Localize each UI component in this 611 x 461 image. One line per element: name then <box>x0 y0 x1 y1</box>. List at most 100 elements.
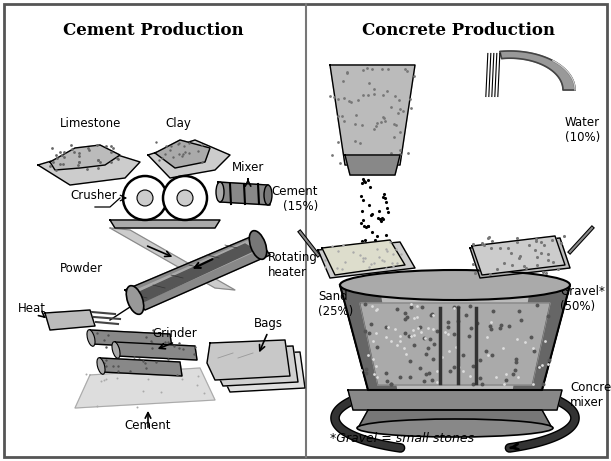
Text: Sand
(25%): Sand (25%) <box>318 290 353 318</box>
Point <box>503 245 513 252</box>
Point <box>185 149 194 157</box>
Point <box>158 154 167 162</box>
Point <box>520 338 530 346</box>
Point <box>51 152 61 159</box>
Point <box>433 378 442 386</box>
Point <box>423 325 433 332</box>
Point <box>452 344 461 351</box>
Text: Crusher: Crusher <box>70 189 117 201</box>
Point <box>177 375 187 382</box>
Point <box>512 234 522 242</box>
Point <box>540 337 550 345</box>
Point <box>381 245 391 253</box>
Point <box>141 359 150 366</box>
Point <box>108 144 117 151</box>
Point <box>512 335 522 343</box>
Point <box>174 371 183 378</box>
Point <box>553 266 563 273</box>
Polygon shape <box>50 145 120 170</box>
Point <box>386 337 396 345</box>
Point <box>479 242 489 249</box>
Point <box>87 336 97 343</box>
Point <box>387 259 397 266</box>
Point <box>326 93 335 100</box>
Point <box>363 91 373 99</box>
Point <box>409 72 419 79</box>
Point <box>366 320 376 327</box>
Point <box>59 154 69 161</box>
Point <box>83 144 93 151</box>
Point <box>189 350 199 358</box>
Point <box>393 109 403 116</box>
Point <box>515 252 525 260</box>
Point <box>93 156 103 163</box>
Point <box>426 310 436 318</box>
Point <box>507 249 516 257</box>
Point <box>342 68 352 76</box>
Point <box>138 357 148 365</box>
Point <box>371 122 381 129</box>
Point <box>511 359 521 366</box>
Point <box>392 305 402 313</box>
Point <box>475 356 485 364</box>
Point <box>193 147 203 154</box>
Polygon shape <box>125 235 270 310</box>
Point <box>357 121 367 129</box>
Point <box>415 324 425 331</box>
Point <box>59 148 69 156</box>
Text: Concrete Production: Concrete Production <box>362 22 555 39</box>
Point <box>423 344 433 352</box>
Point <box>371 306 381 313</box>
Point <box>483 234 493 242</box>
Point <box>333 247 343 254</box>
Point <box>132 403 142 410</box>
Point <box>478 380 488 388</box>
Point <box>362 64 371 71</box>
Point <box>163 355 172 363</box>
Point <box>193 372 203 379</box>
Point <box>533 363 543 371</box>
Point <box>404 332 414 339</box>
Point <box>320 257 330 264</box>
Point <box>406 332 415 340</box>
Point <box>172 371 182 378</box>
Point <box>156 388 166 396</box>
Point <box>377 256 387 263</box>
Point <box>367 303 377 310</box>
Point <box>485 322 495 329</box>
Text: Clay: Clay <box>165 117 191 130</box>
Point <box>174 140 183 147</box>
Point <box>141 365 151 372</box>
Point <box>381 370 391 377</box>
Circle shape <box>177 190 193 206</box>
Point <box>421 350 431 357</box>
Point <box>382 88 392 95</box>
Polygon shape <box>512 285 570 390</box>
Point <box>543 251 552 258</box>
Point <box>139 388 148 395</box>
Point <box>174 339 184 347</box>
Point <box>532 261 542 269</box>
Polygon shape <box>472 236 565 275</box>
Point <box>350 138 360 145</box>
Point <box>360 301 370 308</box>
Point <box>455 363 464 371</box>
Point <box>449 303 459 310</box>
Point <box>388 250 398 258</box>
Point <box>359 91 368 99</box>
Point <box>106 159 116 166</box>
Point <box>417 328 426 336</box>
Point <box>532 254 542 261</box>
Point <box>488 307 497 315</box>
Point <box>492 374 502 381</box>
Polygon shape <box>110 220 220 228</box>
Polygon shape <box>330 65 415 165</box>
Point <box>408 327 418 334</box>
Point <box>58 160 68 167</box>
Polygon shape <box>75 368 215 408</box>
Point <box>440 328 450 336</box>
Point <box>335 159 345 166</box>
Point <box>417 303 426 311</box>
Point <box>514 254 524 262</box>
Polygon shape <box>470 238 570 278</box>
